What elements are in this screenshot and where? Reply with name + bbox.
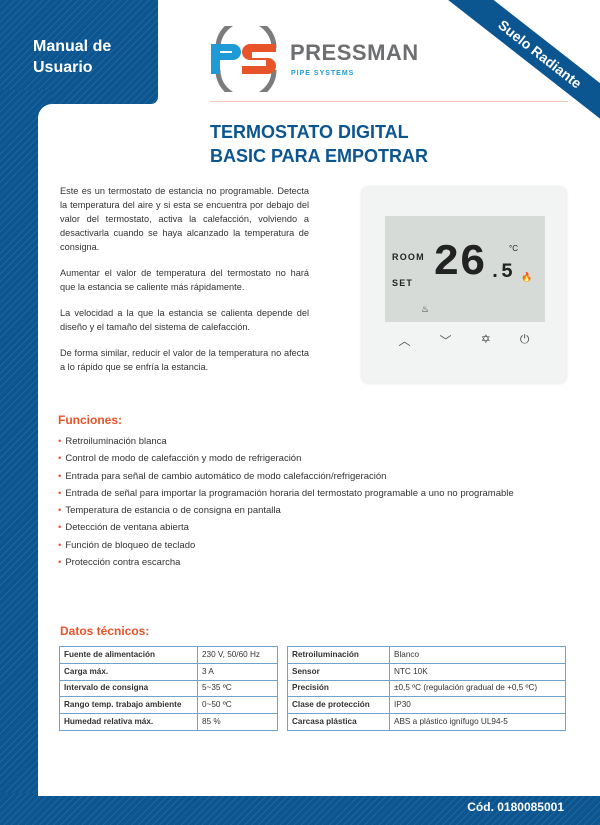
spec-label: Retroiluminación bbox=[287, 646, 390, 664]
list-item: Entrada para señal de cambio automático … bbox=[58, 471, 578, 488]
spec-value: 5~35 ºC bbox=[197, 679, 278, 698]
spec-label: Fuente de alimentación bbox=[59, 646, 198, 664]
brand-subtitle: PIPE SYSTEMS bbox=[291, 70, 355, 77]
product-code: Cód. 0180085001 bbox=[467, 800, 564, 814]
title-line1: TERMOSTATO DIGITAL bbox=[210, 122, 409, 142]
intro-paragraph: De forma similar, reducir el valor de la… bbox=[60, 348, 309, 372]
table-row: Carga máx. 3 A bbox=[59, 662, 278, 681]
lcd-display: ROOM SET 26 .5 °C 🔥 ♨ bbox=[385, 216, 545, 322]
intro-text: Este es un termostato de estancia no pro… bbox=[60, 184, 309, 386]
spec-value: 0~50 ºC bbox=[197, 696, 278, 715]
funciones-heading: Funciones: bbox=[58, 413, 123, 427]
flame-icon: 🔥 bbox=[521, 272, 533, 282]
page-title: TERMOSTATO DIGITAL BASIC PARA EMPOTRAR bbox=[210, 120, 428, 168]
table-row: Sensor NTC 10K bbox=[287, 662, 566, 681]
specs-table-right: Retroiluminación Blanco Sensor NTC 10K Preci… bbox=[287, 646, 566, 731]
spec-value: 85 % bbox=[197, 713, 278, 731]
spec-label: Clase de protección bbox=[287, 696, 390, 715]
intro-paragraph: Aumentar el valor de temperatura del ter… bbox=[60, 268, 309, 292]
power-icon[interactable]: ⏻ bbox=[519, 332, 530, 346]
spec-label: Intervalo de consigna bbox=[59, 679, 198, 698]
room-label: ROOM bbox=[392, 252, 425, 262]
spec-label: Humedad relativa máx. bbox=[59, 713, 198, 731]
down-icon[interactable]: ﹀ bbox=[439, 334, 452, 348]
table-row: Carcasa plástica ABS a plástico ignífugo … bbox=[287, 713, 566, 731]
list-item: Entrada de señal para importar la progra… bbox=[58, 488, 578, 505]
list-item: Protección contra escarcha bbox=[58, 557, 578, 574]
datos-heading: Datos técnicos: bbox=[60, 624, 150, 638]
spec-value: Blanco bbox=[389, 646, 566, 664]
pressman-logo bbox=[211, 26, 277, 92]
spec-label: Carga máx. bbox=[59, 662, 198, 681]
unit-label: °C bbox=[509, 244, 518, 253]
manual-line2: Usuario bbox=[33, 59, 93, 76]
heating-icon: ♨ bbox=[421, 304, 430, 314]
spec-value: 230 V, 50/60 Hz bbox=[197, 646, 278, 664]
table-row: Humedad relativa máx. 85 % bbox=[59, 713, 278, 731]
settings-icon[interactable]: ✡ bbox=[480, 332, 491, 346]
list-item: Detección de ventana abierta bbox=[58, 522, 578, 539]
intro-paragraph: Este es un termostato de estancia no pro… bbox=[60, 186, 309, 252]
temperature-decimal: .5 bbox=[489, 261, 514, 284]
spec-label: Carcasa plástica bbox=[287, 713, 390, 731]
table-row: Precisión ±0,5 ºC (regulación gradual de … bbox=[287, 679, 566, 698]
spec-value: ABS a plástico ignífugo UL94-5 bbox=[389, 713, 566, 731]
header-block bbox=[0, 0, 158, 104]
set-label: SET bbox=[392, 278, 414, 288]
list-item: Retroiluminación blanca bbox=[58, 436, 578, 453]
spec-label: Rango temp. trabajo ambiente bbox=[59, 696, 198, 715]
list-item: Control de modo de calefacción y modo de… bbox=[58, 453, 578, 470]
manual-label: Manual de Usuario bbox=[33, 36, 111, 78]
table-row: Fuente de alimentación 230 V, 50/60 Hz bbox=[59, 646, 278, 664]
specs-table-left: Fuente de alimentación 230 V, 50/60 Hz Car… bbox=[59, 646, 278, 731]
list-item: Temperatura de estancia o de consigna en… bbox=[58, 505, 578, 522]
thermostat-image: ROOM SET 26 .5 °C 🔥 ♨ ︿ ﹀ ✡ ⏻ bbox=[362, 187, 566, 383]
temperature-value: 26 bbox=[433, 238, 486, 288]
table-row: Clase de protección IP30 bbox=[287, 696, 566, 715]
table-row: Rango temp. trabajo ambiente 0~50 ºC bbox=[59, 696, 278, 715]
intro-paragraph: La velocidad a la que la estancia se cal… bbox=[60, 308, 309, 332]
spec-value: ±0,5 ºC (regulación gradual de +0,5 ºC) bbox=[389, 679, 566, 698]
footer-bar bbox=[0, 793, 600, 825]
spec-value: 3 A bbox=[197, 662, 278, 681]
manual-line1: Manual de bbox=[33, 38, 112, 55]
funciones-list: Retroiluminación blanca Control de modo … bbox=[58, 436, 578, 574]
table-row: Retroiluminación Blanco bbox=[287, 646, 566, 664]
spec-value: NTC 10K bbox=[389, 662, 566, 681]
spec-value: IP30 bbox=[389, 696, 566, 715]
title-line2: BASIC PARA EMPOTRAR bbox=[210, 146, 429, 166]
table-row: Intervalo de consigna 5~35 ºC bbox=[59, 679, 278, 698]
spec-label: Sensor bbox=[287, 662, 390, 681]
spec-label: Precisión bbox=[287, 679, 390, 698]
divider bbox=[210, 101, 568, 102]
up-icon[interactable]: ︿ bbox=[398, 334, 411, 348]
brand-name: PRESSMAN bbox=[290, 40, 419, 65]
list-item: Función de bloqueo de teclado bbox=[58, 540, 578, 557]
